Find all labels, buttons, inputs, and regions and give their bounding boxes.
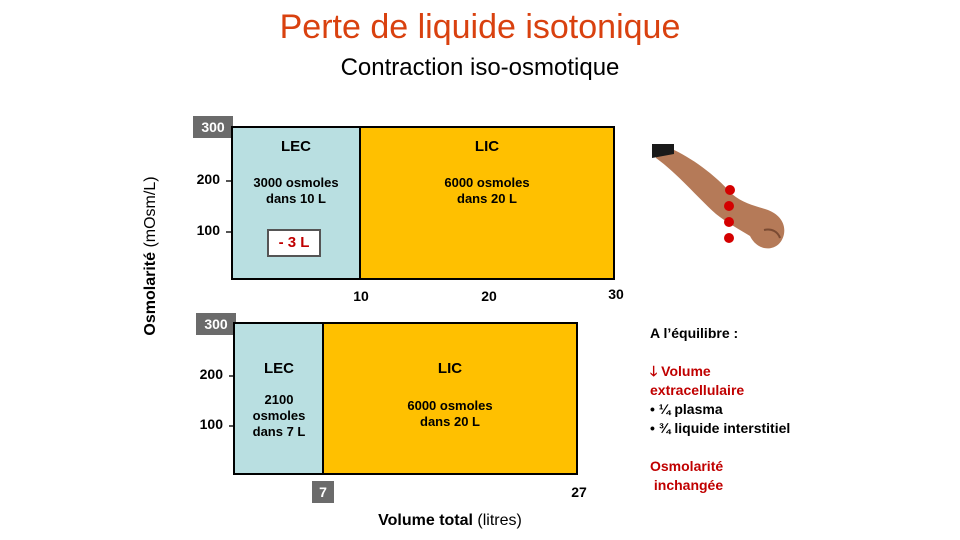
bottom-tick-mark-200 — [229, 375, 235, 377]
drop-3 — [724, 217, 734, 227]
top-lic-content: 6000 osmoles dans 20 L — [444, 175, 530, 206]
drop-2 — [724, 201, 734, 211]
x-axis-label-bold: Volume total — [378, 512, 473, 529]
y-axis-label: Osmolarité (mOsm/L) — [142, 126, 160, 386]
page-subtitle: Contraction iso-osmotique — [340, 54, 620, 81]
bottom-lec-compartment: LEC 2100 osmoles dans 7 L — [233, 322, 325, 475]
bottom-lic-title: LIC — [437, 360, 463, 377]
top-tick-mark-200 — [226, 180, 232, 182]
bottom-tick-200: 200 — [199, 366, 223, 382]
bottom-lec-title: LEC — [264, 360, 294, 377]
volume-decrease-line: 🡓 Volume — [650, 362, 790, 381]
y-axis-label-unit: (mOsm/L) — [142, 176, 159, 252]
down-arrow-icon: 🡓 — [650, 363, 658, 379]
equilibrium-notes: A l’équilibre : 🡓 Volume extracellulaire… — [650, 324, 790, 495]
bottom-tick-100: 100 — [199, 416, 223, 432]
extracellular-text: extracellulaire — [650, 382, 745, 398]
bottom-x-tick-27: 27 — [571, 484, 587, 500]
x-axis-label-unit: (litres) — [472, 512, 522, 529]
drop-1 — [725, 185, 735, 195]
top-lec-title: LEC — [281, 138, 311, 155]
bullet-interstitial: • ¾ liquide interstitiel — [650, 420, 791, 436]
equilibrium-heading: A l’équilibre : — [650, 325, 739, 341]
top-osmolarity-badge: 300 — [193, 116, 233, 138]
top-lic-title: LIC — [474, 138, 500, 155]
top-lec-compartment: LEC 3000 osmoles dans 10 L - 3 L — [231, 126, 361, 280]
y-axis-label-bold: Osmolarité — [142, 251, 159, 336]
bottom-osmolarity-badge: 300 — [196, 313, 236, 335]
x-axis-label: Volume total (litres) — [300, 512, 600, 530]
unchanged-text: inchangée — [650, 477, 724, 493]
bottom-x-badge-7: 7 — [312, 481, 334, 503]
top-tick-mark-100 — [226, 231, 232, 233]
bottom-lic-content: 6000 osmoles dans 20 L — [407, 398, 493, 429]
top-tick-100: 100 — [196, 222, 220, 238]
arm-illustration — [652, 144, 785, 249]
bullet-plasma: • ¼ plasma — [650, 401, 723, 417]
top-lec-content: 3000 osmoles dans 10 L — [253, 175, 339, 206]
top-x-tick-20: 20 — [481, 288, 497, 304]
bottom-tick-mark-100 — [229, 425, 235, 427]
top-lic-compartment: LIC 6000 osmoles dans 20 L — [359, 126, 615, 280]
removed-volume-box: - 3 L — [267, 229, 321, 257]
osmolarity-text: Osmolarité — [650, 458, 724, 474]
top-tick-200: 200 — [196, 171, 220, 187]
top-x-tick-30: 30 — [608, 286, 624, 302]
bottom-lec-content: 2100 osmoles dans 7 L — [252, 392, 306, 439]
page-title: Perte de liquide isotonique — [279, 8, 681, 46]
bottom-lic-compartment: LIC 6000 osmoles dans 20 L — [322, 322, 578, 475]
top-x-tick-10: 10 — [353, 288, 369, 304]
drop-4 — [724, 233, 734, 243]
volume-text: Volume — [661, 363, 711, 379]
